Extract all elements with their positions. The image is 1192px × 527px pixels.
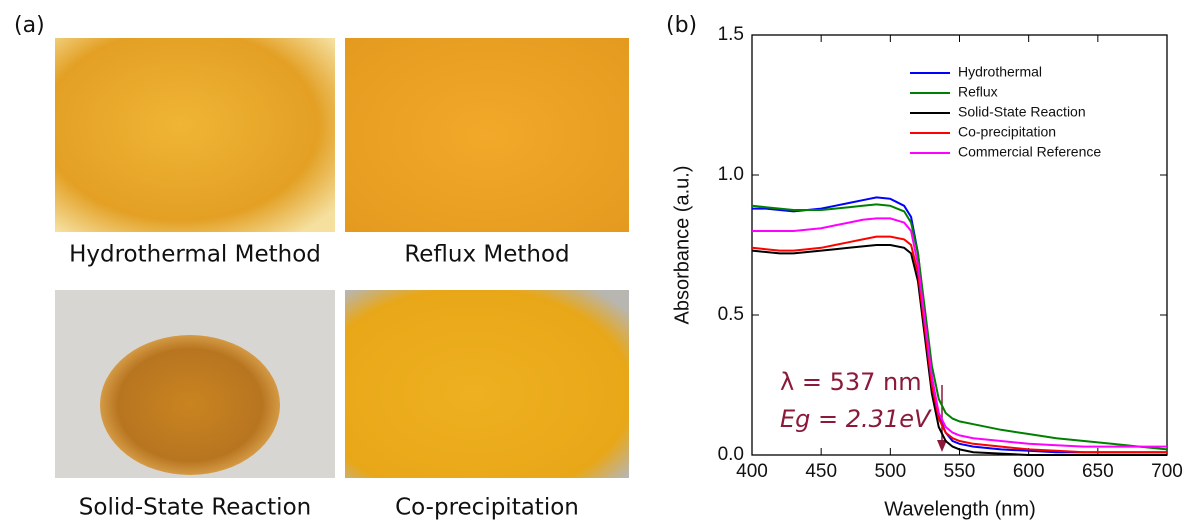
caption: Hydrothermal Method bbox=[69, 242, 321, 268]
x-axis-label: Wavelength (nm) bbox=[884, 498, 1036, 520]
x-tick-label: 500 bbox=[874, 461, 906, 482]
panel-label: (b) bbox=[666, 13, 697, 38]
y-tick-label: 0.5 bbox=[718, 304, 744, 325]
x-tick-label: 600 bbox=[1013, 461, 1045, 482]
annotation: λ = 537 nm bbox=[780, 368, 922, 396]
legend-label: Co-precipitation bbox=[958, 124, 1056, 140]
caption: Co-precipitation bbox=[395, 495, 579, 521]
y-tick-label: 1.0 bbox=[718, 164, 744, 185]
y-axis-label: Absorbance (a.u.) bbox=[671, 166, 693, 325]
y-tick-label: 0.0 bbox=[718, 444, 744, 465]
x-tick-label: 550 bbox=[944, 461, 976, 482]
chart: (a) Hydrothermal Method Reflux Method So… bbox=[0, 0, 1192, 527]
legend-label: Hydrothermal bbox=[958, 64, 1042, 80]
photo bbox=[345, 38, 629, 232]
legend-label: Solid-State Reaction bbox=[958, 104, 1086, 120]
caption: Solid-State Reaction bbox=[79, 495, 311, 521]
photo bbox=[55, 38, 335, 232]
x-tick-label: 450 bbox=[805, 461, 837, 482]
x-tick-label: 700 bbox=[1151, 461, 1183, 482]
annotation: Eg = 2.31eV bbox=[780, 405, 932, 433]
panel-label: (a) bbox=[14, 13, 45, 38]
photo bbox=[345, 290, 629, 478]
y-tick-label: 1.5 bbox=[718, 24, 744, 45]
caption: Reflux Method bbox=[404, 242, 569, 268]
figure: (a) Hydrothermal Method Reflux Method So… bbox=[0, 0, 1192, 527]
legend-label: Reflux bbox=[958, 84, 998, 100]
legend-label: Commercial Reference bbox=[958, 144, 1101, 160]
powder bbox=[100, 335, 280, 475]
x-tick-label: 650 bbox=[1082, 461, 1114, 482]
